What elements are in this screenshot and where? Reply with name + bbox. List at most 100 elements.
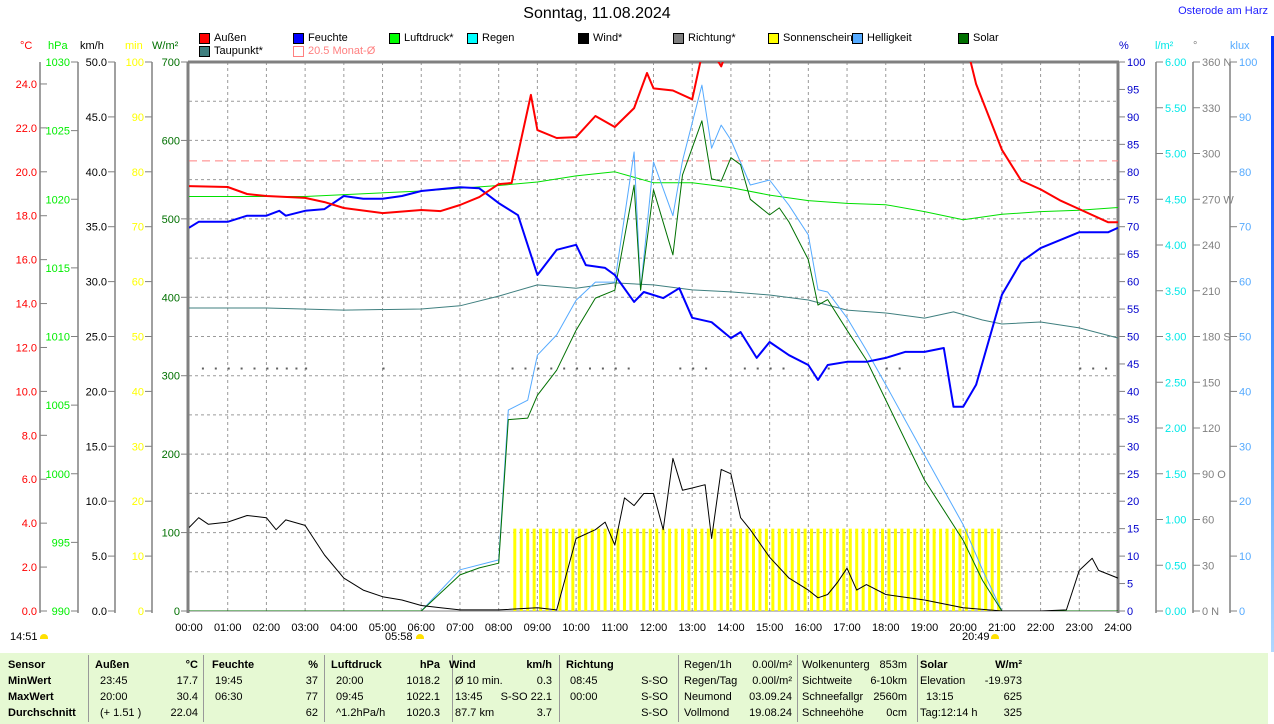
stat-cell: 0cm bbox=[886, 707, 907, 719]
legend-swatch bbox=[768, 32, 779, 44]
x-tick-label: 00:00 bbox=[175, 622, 203, 634]
legend-item: Helligkeit bbox=[852, 32, 912, 44]
legend-label: Sonnenschein bbox=[783, 32, 853, 44]
axis-tick-label-rain: 4.00 bbox=[1165, 240, 1186, 252]
direction-point bbox=[743, 367, 746, 370]
axis-tick-label-hum: 5 bbox=[1127, 579, 1133, 591]
axis-tick-label-hum: 50 bbox=[1127, 332, 1139, 344]
axis-tick-label-wind: 50.0 bbox=[86, 57, 107, 69]
legend-label: Außen bbox=[214, 32, 247, 44]
axis-tick-label-wind: 15.0 bbox=[86, 441, 107, 453]
axis-tick-label-press: 1020 bbox=[46, 194, 70, 206]
legend-label: Richtung* bbox=[688, 32, 736, 44]
axis-tick-label-press: 1025 bbox=[46, 126, 70, 138]
legend-swatch bbox=[578, 32, 589, 44]
sunshine-bar bbox=[822, 528, 826, 611]
axis-tick-label-solar: 300 bbox=[162, 371, 180, 383]
axis-unit-klux: klux bbox=[1230, 40, 1250, 52]
axis-tick-label-solar: 100 bbox=[162, 528, 180, 540]
x-tick-label: 20:00 bbox=[949, 622, 977, 634]
axis-unit-dir: ° bbox=[1193, 40, 1198, 52]
axis-tick-label-sunmin: 40 bbox=[132, 386, 144, 398]
direction-point bbox=[769, 367, 772, 370]
axis-tick-label-rain: 1.50 bbox=[1165, 469, 1186, 481]
axis-tick-label-wind: 10.0 bbox=[86, 496, 107, 508]
current-time: 14:51 bbox=[10, 631, 38, 643]
sunshine-bar bbox=[893, 528, 897, 611]
axis-tick-label-wind: 40.0 bbox=[86, 167, 107, 179]
column-unit: km/h bbox=[526, 659, 552, 671]
legend-swatch bbox=[673, 32, 684, 44]
axis-tick-label-rain: 3.00 bbox=[1165, 332, 1186, 344]
direction-point bbox=[563, 367, 566, 370]
column-title: Luftdruck bbox=[331, 659, 382, 671]
direction-point bbox=[885, 367, 888, 370]
divider bbox=[88, 655, 89, 722]
stat-cell: 87.7 km bbox=[455, 707, 495, 719]
sunrise-icon bbox=[416, 634, 424, 639]
direction-point bbox=[276, 367, 279, 370]
axis-tick-label-hum: 45 bbox=[1127, 359, 1139, 371]
sunshine-bar bbox=[977, 528, 981, 611]
stat-cell: S-SO 22.1 bbox=[500, 691, 552, 703]
axis-tick-label-klux: 80 bbox=[1239, 167, 1251, 179]
sunshine-bar bbox=[526, 528, 530, 611]
sunshine-bar bbox=[668, 528, 672, 611]
stat-cell: 20:00 bbox=[100, 691, 128, 703]
legend-swatch bbox=[852, 32, 863, 44]
axis-tick-label-dir: 300 bbox=[1202, 149, 1220, 161]
legend-swatch bbox=[389, 32, 400, 44]
direction-point bbox=[679, 367, 682, 370]
axis-tick-label-dir: 270 W bbox=[1202, 194, 1234, 206]
row-label: Durchschnitt bbox=[8, 707, 76, 719]
sun-icon bbox=[40, 634, 48, 639]
sunshine-bar bbox=[758, 528, 762, 611]
stat-cell: 0.3 bbox=[536, 675, 552, 687]
sunshine-bar bbox=[648, 528, 652, 611]
axis-tick-label-press: 1000 bbox=[46, 469, 70, 481]
axis-tick-label-dir: 180 S bbox=[1202, 332, 1231, 344]
axis-tick-label-hum: 80 bbox=[1127, 167, 1139, 179]
x-tick-label: 01:00 bbox=[214, 622, 242, 634]
sunshine-bar bbox=[610, 528, 614, 611]
axis-tick-label-dir: 240 bbox=[1202, 240, 1220, 252]
sunshine-bar bbox=[764, 528, 768, 611]
stat-cell: Regen/1h bbox=[684, 659, 732, 671]
axis-unit-hum: % bbox=[1119, 40, 1129, 52]
axis-tick-label-rain: 0.50 bbox=[1165, 560, 1186, 572]
weather-chart: 00:00 01:00 02:00 03:00 04:00 05:00 06:00 07:00… bbox=[16, 57, 1258, 634]
stat-cell: Schneehöhe bbox=[802, 707, 864, 719]
sunshine-bar bbox=[803, 528, 807, 611]
legend-item: Regen bbox=[467, 32, 514, 44]
axis-tick-label-dir: 30 bbox=[1202, 560, 1214, 572]
axis-tick-label-hum: 85 bbox=[1127, 139, 1139, 151]
axis-tick-label-klux: 60 bbox=[1239, 277, 1251, 289]
axis-tick-label-solar: 600 bbox=[162, 135, 180, 147]
axis-tick-label-sunmin: 100 bbox=[126, 57, 144, 69]
sunshine-bar bbox=[861, 528, 865, 611]
axis-tick-label-temp: 18.0 bbox=[16, 211, 37, 223]
direction-point bbox=[692, 367, 695, 370]
axis-tick-label-hum: 15 bbox=[1127, 524, 1139, 536]
divider bbox=[203, 655, 204, 722]
legend-item: 20.5 Monat-Ø bbox=[293, 45, 375, 57]
scrollbar[interactable] bbox=[1271, 36, 1274, 652]
stat-cell: 13:45 bbox=[455, 691, 483, 703]
location-link[interactable]: Osterode am Harz bbox=[1178, 5, 1268, 17]
stat-cell: 20:00 bbox=[336, 675, 364, 687]
axis-tick-label-hum: 60 bbox=[1127, 277, 1139, 289]
axis-tick-label-sunmin: 50 bbox=[132, 332, 144, 344]
direction-point bbox=[705, 367, 708, 370]
stat-cell: Ø 10 min. bbox=[455, 675, 503, 687]
x-tick-label: 23:00 bbox=[1066, 622, 1094, 634]
sunshine-bar bbox=[951, 528, 955, 611]
x-tick-label: 17:00 bbox=[833, 622, 861, 634]
sunshine-bar bbox=[706, 528, 710, 611]
sunshine-bar bbox=[868, 528, 872, 611]
sunshine-bar bbox=[913, 528, 917, 611]
direction-point bbox=[214, 367, 217, 370]
sunshine-bar bbox=[642, 528, 646, 611]
stat-cell: S-SO bbox=[641, 691, 668, 703]
sunshine-bar bbox=[842, 528, 846, 611]
row-label: MaxWert bbox=[8, 691, 54, 703]
